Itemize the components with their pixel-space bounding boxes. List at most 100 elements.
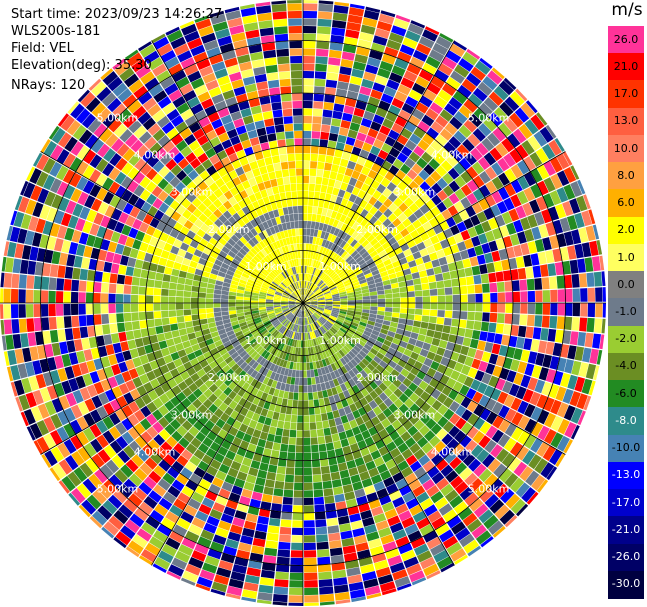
velocity-gate [250,378,258,388]
velocity-gate [115,422,127,435]
velocity-gate [3,272,12,288]
velocity-gate [363,403,373,413]
velocity-gate [276,312,283,317]
velocity-gate [203,522,217,534]
velocity-gate [361,166,371,176]
velocity-gate [310,331,315,339]
velocity-gate [445,470,459,483]
velocity-gate [226,269,235,277]
velocity-gate [180,57,196,70]
velocity-gate [332,299,340,302]
velocity-gate [273,268,280,276]
velocity-gate [485,363,496,375]
velocity-gate [330,355,337,363]
velocity-gate [303,48,316,56]
velocity-gate [331,345,338,353]
velocity-gate [352,450,362,460]
velocity-gate [355,256,364,264]
velocity-gate [20,259,29,274]
velocity-gate [524,403,536,418]
velocity-gate [423,504,438,517]
velocity-gate [464,152,477,166]
velocity-gate [470,379,481,391]
velocity-gate [376,262,385,270]
velocity-gate [232,212,241,222]
velocity-gate [205,303,214,309]
velocity-gate [338,73,351,83]
velocity-gate [116,395,128,408]
velocity-gate [156,333,166,342]
velocity-gate [259,357,267,366]
velocity-gate [60,212,72,227]
velocity-gate [285,406,292,415]
velocity-gate [381,275,390,282]
velocity-gate [319,405,327,414]
velocity-gate [406,563,422,576]
velocity-gate [310,297,317,301]
velocity-gate [357,259,366,266]
velocity-gate [148,83,164,97]
velocity-gate [555,386,567,402]
velocity-gate [192,208,203,218]
velocity-gate [318,146,327,155]
velocity-gate [265,203,273,212]
velocity-gate [288,25,302,34]
velocity-gate [134,259,144,269]
velocity-gate [404,324,413,332]
velocity-gate [138,295,146,303]
velocity-gate [1,256,7,272]
velocity-gate [394,116,407,128]
velocity-gate [411,272,420,280]
range-ring-label: 4.00km [134,446,176,459]
velocity-gate [326,411,334,420]
velocity-gate [362,306,370,310]
velocity-gate [78,129,93,145]
velocity-gate [557,402,569,418]
velocity-gate [467,311,475,321]
velocity-gate [493,107,509,122]
velocity-gate [309,266,313,274]
velocity-gate [115,243,125,255]
velocity-gate [567,345,577,360]
velocity-gate [326,147,335,157]
velocity-gate [562,388,574,404]
velocity-gate [392,303,401,308]
velocity-gate [212,232,222,242]
velocity-gate [182,257,191,266]
velocity-gate [326,186,334,195]
velocity-gate [313,199,319,207]
velocity-gate [141,201,152,213]
velocity-gate [406,343,415,352]
velocity-gate [328,202,335,211]
velocity-gate [364,202,373,212]
velocity-gate [115,531,132,546]
velocity-gate [297,309,301,317]
velocity-gate [180,334,189,343]
velocity-gate [224,406,234,416]
velocity-gate [332,187,340,196]
velocity-gate [312,338,317,346]
velocity-gate [108,354,118,366]
velocity-gate [463,539,480,554]
velocity-gate [111,364,121,376]
velocity-gate [197,460,210,472]
velocity-gate [303,407,309,416]
velocity-gate [121,370,132,383]
velocity-gate [455,417,467,430]
velocity-gate [421,283,430,290]
velocity-gate [254,372,262,381]
velocity-gate [103,479,118,494]
velocity-gate [244,311,252,316]
velocity-gate [267,312,275,317]
velocity-gate [180,371,190,381]
velocity-gate [393,141,405,152]
velocity-gate [383,198,393,208]
velocity-gate [405,472,418,485]
velocity-gate [322,223,328,232]
velocity-gate [382,188,392,198]
velocity-gate [319,352,325,360]
velocity-gate [299,310,302,318]
velocity-gate [149,217,160,229]
velocity-gate [278,63,290,72]
velocity-gate [451,521,466,535]
